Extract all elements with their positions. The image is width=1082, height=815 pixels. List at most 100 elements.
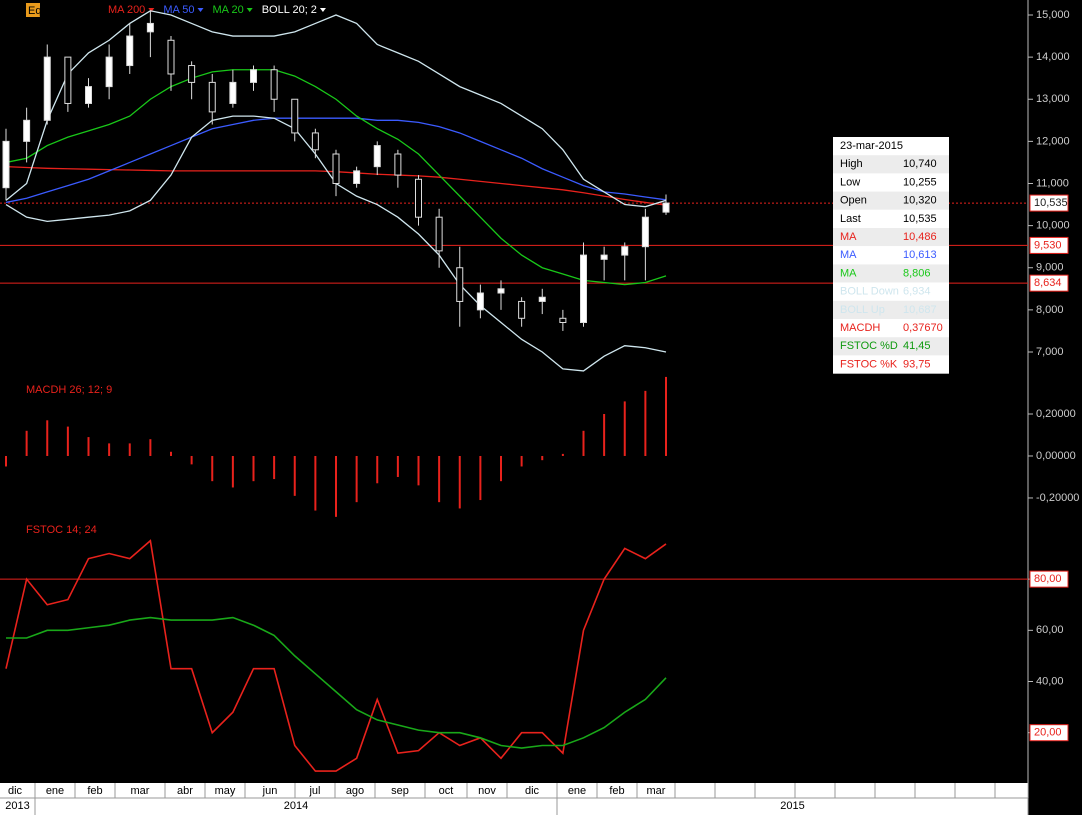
y-tick-label: 10,000: [1036, 220, 1070, 232]
month-label: ene: [46, 785, 64, 797]
level-label: 10,535: [1034, 197, 1068, 209]
indicator-line: [5, 539, 667, 772]
info-label: BOLL Down: [840, 286, 899, 298]
info-value: 93,75: [903, 358, 931, 370]
info-label: High: [840, 158, 863, 170]
candle-body: [64, 56, 72, 104]
candle-body: [641, 216, 649, 248]
candle-body: [146, 22, 154, 33]
level-label: 20,00: [1034, 727, 1062, 739]
legend-arrow: [197, 8, 204, 12]
candle-body: [662, 202, 670, 213]
month-label: abr: [177, 785, 193, 797]
candle-body: [476, 292, 484, 311]
candle-body: [250, 69, 257, 83]
legend-entry: BOLL 20; 2: [262, 4, 317, 16]
info-value: 10,255: [903, 176, 937, 188]
icon-box: [26, 3, 40, 17]
level-box: [1029, 236, 1069, 254]
info-date: 23-mar-2015: [840, 140, 903, 152]
candle-body: [188, 65, 196, 83]
info-row: [833, 282, 949, 301]
info-label: Last: [840, 213, 861, 225]
info-row: [833, 191, 949, 210]
level-label: 9,530: [1034, 239, 1062, 251]
candle-body: [580, 254, 587, 324]
candle-body: [456, 267, 464, 302]
year-label: 2014: [284, 800, 308, 812]
info-value: 10,613: [903, 249, 937, 261]
candle-body: [415, 178, 422, 218]
month-label: mar: [131, 785, 150, 797]
y-tick-label: 60,00: [1036, 624, 1064, 636]
year-label: 2015: [780, 800, 804, 812]
y-tick-label: 40,00: [1036, 675, 1064, 687]
info-row: [833, 319, 949, 338]
level-label: 8,634: [1034, 277, 1062, 289]
icon-label: Eq: [28, 5, 41, 17]
y-tick-label: 8,000: [1036, 304, 1064, 316]
info-label: MA: [840, 249, 857, 261]
candle-body: [373, 145, 381, 168]
info-label: FSTOC %K: [840, 358, 898, 370]
panel-title: FSTOC 14; 24: [26, 524, 97, 536]
candle-body: [43, 56, 51, 121]
candle-body: [126, 35, 134, 67]
info-label: Open: [840, 195, 867, 207]
legend-arrow: [319, 8, 326, 12]
info-label: BOLL Up: [840, 304, 885, 316]
month-label: may: [215, 785, 236, 797]
info-value: 10,687: [903, 304, 937, 316]
indicator-line: [5, 10, 667, 208]
info-row: [833, 355, 949, 374]
candle-body: [435, 216, 443, 252]
y-tick-label: 14,000: [1036, 51, 1070, 63]
y-tick-label: 15,000: [1036, 9, 1070, 21]
info-value: 0,37670: [903, 322, 943, 334]
candle-body: [353, 170, 361, 184]
indicator-line: [5, 117, 667, 204]
candle-body: [497, 288, 505, 294]
level-box: [1029, 194, 1069, 212]
month-label: nov: [478, 785, 496, 797]
level-box: [1029, 724, 1069, 742]
legend-entry: MA 50: [163, 4, 194, 16]
y-tick-label: 0,00000: [1036, 450, 1076, 462]
indicator-line: [5, 69, 667, 286]
info-label: Low: [840, 176, 860, 188]
candle-body: [394, 153, 402, 176]
y-tick-label: 0,20000: [1036, 408, 1076, 420]
info-row: [833, 300, 949, 319]
info-value: 10,535: [903, 213, 937, 225]
legend-entry: MA 20: [213, 4, 244, 16]
month-label: ago: [346, 785, 364, 797]
candle-body: [2, 140, 10, 189]
info-row: [833, 264, 949, 283]
candle-body: [208, 81, 216, 113]
candle-body: [270, 69, 278, 100]
candle-body: [85, 86, 92, 104]
info-value: 41,45: [903, 340, 931, 352]
info-row: [833, 209, 949, 228]
info-row: [833, 173, 949, 192]
month-label: dic: [525, 785, 540, 797]
legend-arrow: [148, 8, 155, 12]
candle-body: [23, 119, 31, 142]
month-label: jul: [308, 785, 320, 797]
y-tick-label: 13,000: [1036, 93, 1070, 105]
info-row: [833, 246, 949, 265]
level-box: [1029, 274, 1069, 292]
y-tick-label: 11,000: [1036, 177, 1069, 189]
candle-body: [621, 246, 629, 256]
info-value: 6,934: [903, 286, 931, 298]
candle-body: [311, 132, 319, 151]
info-label: MA: [840, 267, 857, 279]
info-label: FSTOC %D: [840, 340, 898, 352]
candle-body: [538, 296, 546, 302]
month-label: mar: [647, 785, 666, 797]
candle-body: [167, 39, 175, 75]
info-value: 10,740: [903, 158, 937, 170]
level-label: 80,00: [1034, 573, 1062, 585]
